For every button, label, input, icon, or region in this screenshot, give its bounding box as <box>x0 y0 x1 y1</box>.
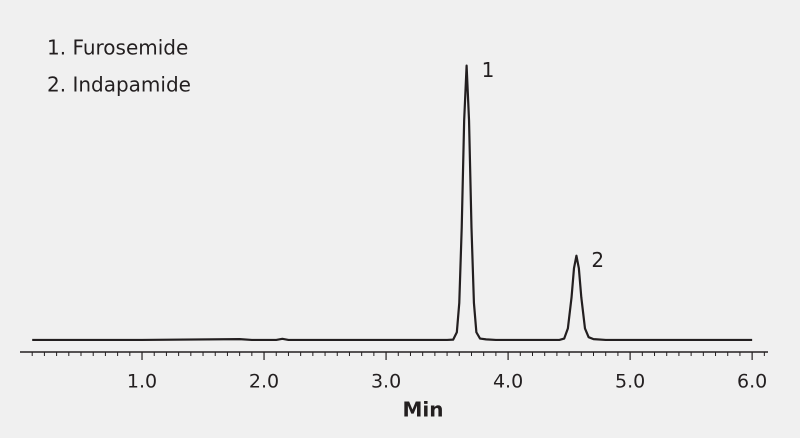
x-tick-label: 1.0 <box>127 371 157 393</box>
x-tick-label: 4.0 <box>493 371 523 393</box>
chromatogram-trace <box>32 64 753 342</box>
peak-label: 1 <box>482 58 495 82</box>
x-tick-label: 2.0 <box>249 371 279 393</box>
x-tick-label: 3.0 <box>371 371 401 393</box>
peak-name: 2. Indapamide <box>47 73 191 97</box>
peak-name: 1. Furosemide <box>47 36 188 60</box>
x-tick-label: 6.0 <box>737 371 767 393</box>
x-axis-label: Min <box>403 398 444 422</box>
peak-label: 2 <box>591 248 604 272</box>
x-tick-label: 5.0 <box>615 371 645 393</box>
